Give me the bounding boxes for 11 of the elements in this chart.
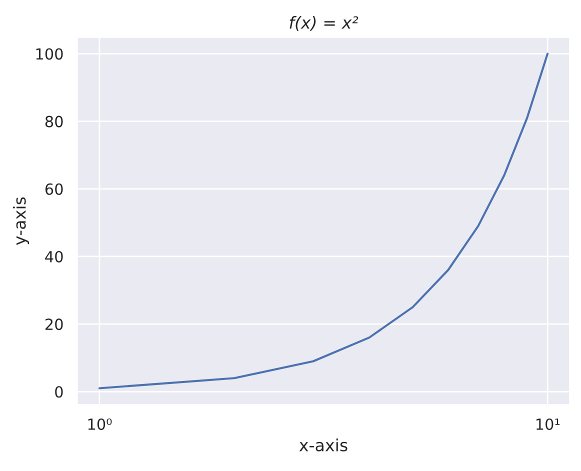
y-tick-label: 100 <box>36 48 63 60</box>
chart-title: f(x) = x² <box>290 16 358 31</box>
x-axis-title: x-axis <box>299 438 348 452</box>
x-tick-label: 10⁰ <box>88 418 112 430</box>
y-tick-label: 80 <box>45 116 63 128</box>
y-tick-label: 20 <box>45 318 63 330</box>
y-tick-label: 0 <box>55 386 63 398</box>
y-tick-label: 60 <box>45 183 63 195</box>
y-axis-title: y-axis <box>12 197 30 245</box>
y-tick-label: 40 <box>45 250 63 263</box>
x-tick-label: 10¹ <box>536 418 560 430</box>
